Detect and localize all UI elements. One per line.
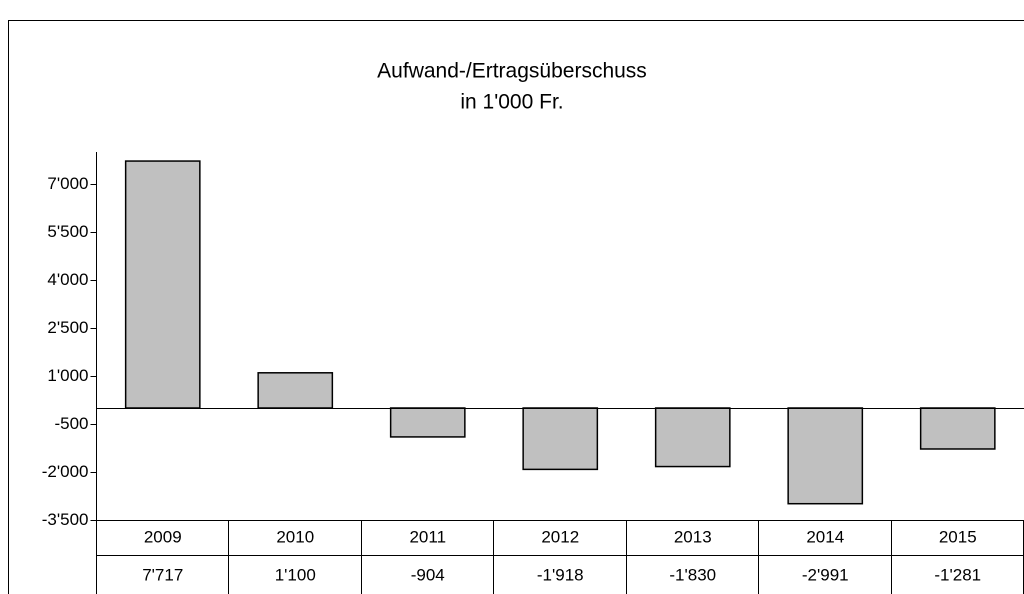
- y-tick-label: 7'000: [47, 174, 88, 193]
- x-tick-label: 2012: [541, 527, 579, 546]
- x-tick-label: 2010: [276, 527, 314, 546]
- bar: [654, 407, 731, 468]
- table-value: -1'281: [934, 565, 981, 584]
- y-tick-label: 5'500: [47, 222, 88, 241]
- x-tick-label: 2014: [806, 527, 844, 546]
- bar: [389, 407, 466, 438]
- table-value: 1'100: [275, 565, 316, 584]
- table-value: -904: [411, 565, 445, 584]
- bar: [787, 407, 864, 505]
- y-tick-label: 4'000: [47, 270, 88, 289]
- table-value: 7'717: [142, 565, 183, 584]
- x-tick-label: 2009: [144, 527, 182, 546]
- bar: [919, 407, 996, 450]
- y-tick-label: -2'000: [42, 462, 89, 481]
- y-tick-label: 2'500: [47, 318, 88, 337]
- bar: [522, 407, 599, 471]
- y-tick-label: -500: [54, 414, 88, 433]
- table-value: -2'991: [802, 565, 849, 584]
- x-tick-label: 2015: [939, 527, 977, 546]
- chart-frame: [8, 20, 1024, 594]
- x-tick-label: 2011: [409, 527, 446, 546]
- bar: [124, 160, 201, 409]
- x-tick-label: 2013: [674, 527, 712, 546]
- y-tick-label: 1'000: [47, 366, 88, 385]
- y-tick-label: -3'500: [42, 510, 89, 529]
- bar: [257, 372, 334, 409]
- chart-title: Aufwand-/Ertragsüberschuss: [377, 60, 647, 83]
- table-value: -1'918: [537, 565, 584, 584]
- chart-subtitle: in 1'000 Fr.: [460, 91, 563, 114]
- table-value: -1'830: [669, 565, 716, 584]
